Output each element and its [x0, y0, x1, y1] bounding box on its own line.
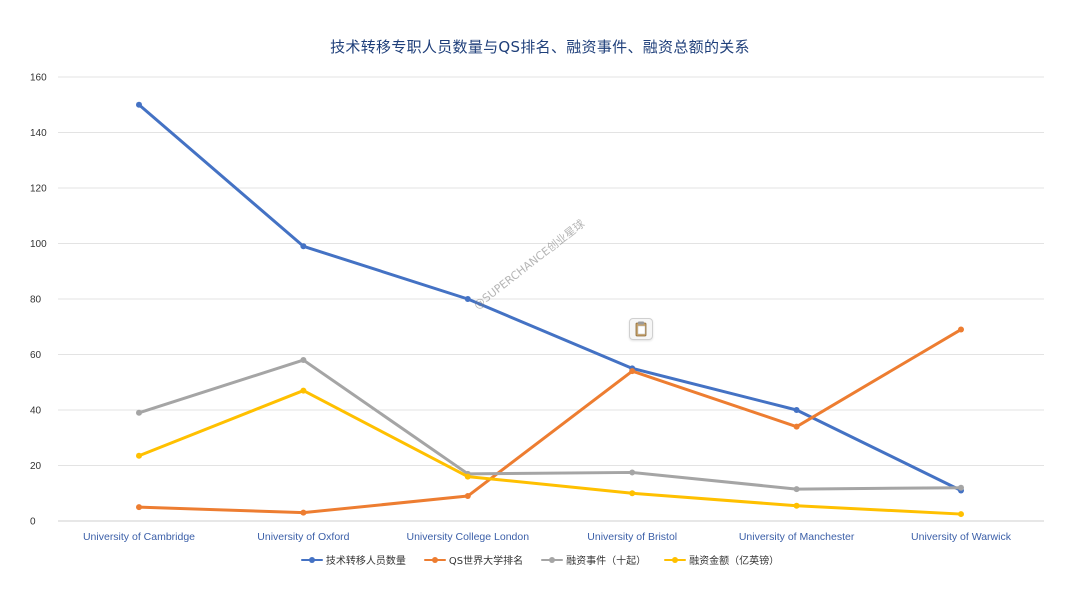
data-point[interactable]	[464, 296, 471, 302]
data-point[interactable]	[300, 387, 307, 394]
series-1	[136, 101, 964, 494]
y-tick-label: 40	[30, 406, 42, 417]
data-point[interactable]	[300, 243, 307, 250]
chart-title: 技术转移专职人员数量与QS排名、融资事件、融资总额的关系	[330, 38, 750, 56]
series-2	[136, 326, 964, 516]
chart-legend: 技术转移人员数量 QS世界大学排名 融资事件（十起） 融资金额（亿英镑）	[0, 552, 1080, 567]
data-point[interactable]	[793, 407, 800, 413]
series-lines	[136, 101, 964, 518]
data-point[interactable]	[793, 423, 800, 430]
data-point[interactable]	[136, 504, 142, 511]
legend-item[interactable]: 融资金额（亿英镑）	[664, 552, 779, 567]
series-line	[137, 103, 963, 492]
legend-label: 融资金额（亿英镑）	[689, 556, 780, 567]
data-point[interactable]	[793, 486, 800, 493]
legend-swatch	[664, 556, 687, 564]
legend-label: 技术转移人员数量	[325, 556, 406, 567]
x-category-label: University College London	[407, 531, 530, 543]
y-tick-label: 60	[30, 350, 42, 361]
data-point[interactable]	[958, 511, 964, 518]
legend-item[interactable]: 融资事件（十起）	[541, 552, 646, 567]
data-point[interactable]	[136, 452, 142, 459]
y-tick-label: 140	[30, 128, 47, 139]
data-point[interactable]	[136, 409, 142, 416]
data-point[interactable]	[793, 502, 800, 509]
x-category-label: University of Cambridge	[83, 531, 195, 543]
series-4	[136, 387, 964, 518]
legend-label: QS世界大学排名	[448, 556, 524, 567]
y-tick-label: 0	[30, 517, 36, 528]
data-point[interactable]	[629, 490, 636, 497]
series-line	[137, 358, 963, 491]
x-category-label: University of Oxford	[257, 531, 349, 543]
x-axis-labels: University of Cambridge University of Oxf…	[83, 531, 1012, 543]
y-tick-label: 160	[30, 73, 47, 84]
data-point[interactable]	[136, 101, 142, 108]
series-3	[136, 357, 964, 493]
data-point[interactable]	[300, 509, 307, 516]
data-point[interactable]	[958, 484, 964, 491]
grid-lines	[58, 76, 1044, 522]
x-category-label: University of Bristol	[587, 531, 677, 543]
x-category-label: University of Manchester	[739, 531, 855, 543]
data-point[interactable]	[464, 493, 471, 500]
data-point[interactable]	[958, 326, 964, 333]
clipboard-icon[interactable]	[629, 318, 653, 340]
y-tick-label: 20	[30, 461, 42, 472]
legend-label: 融资事件（十起）	[566, 556, 647, 567]
y-tick-label: 80	[30, 295, 42, 306]
y-tick-label: 100	[30, 239, 47, 250]
series-line	[137, 328, 963, 515]
y-axis-ticks: 0 20 40 60 80 100 120 140 160	[30, 73, 47, 528]
legend-swatch	[300, 556, 323, 564]
legend-swatch	[541, 556, 564, 564]
data-point[interactable]	[629, 368, 636, 375]
y-tick-label: 120	[30, 184, 47, 195]
series-line	[137, 389, 963, 516]
data-point[interactable]	[300, 357, 307, 364]
legend-item[interactable]: 技术转移人员数量	[300, 552, 406, 567]
x-category-label: University of Warwick	[911, 531, 1012, 543]
legend-item[interactable]: QS世界大学排名	[423, 552, 524, 567]
legend-swatch	[423, 556, 446, 564]
data-point[interactable]	[629, 469, 636, 476]
data-point[interactable]	[464, 473, 471, 480]
